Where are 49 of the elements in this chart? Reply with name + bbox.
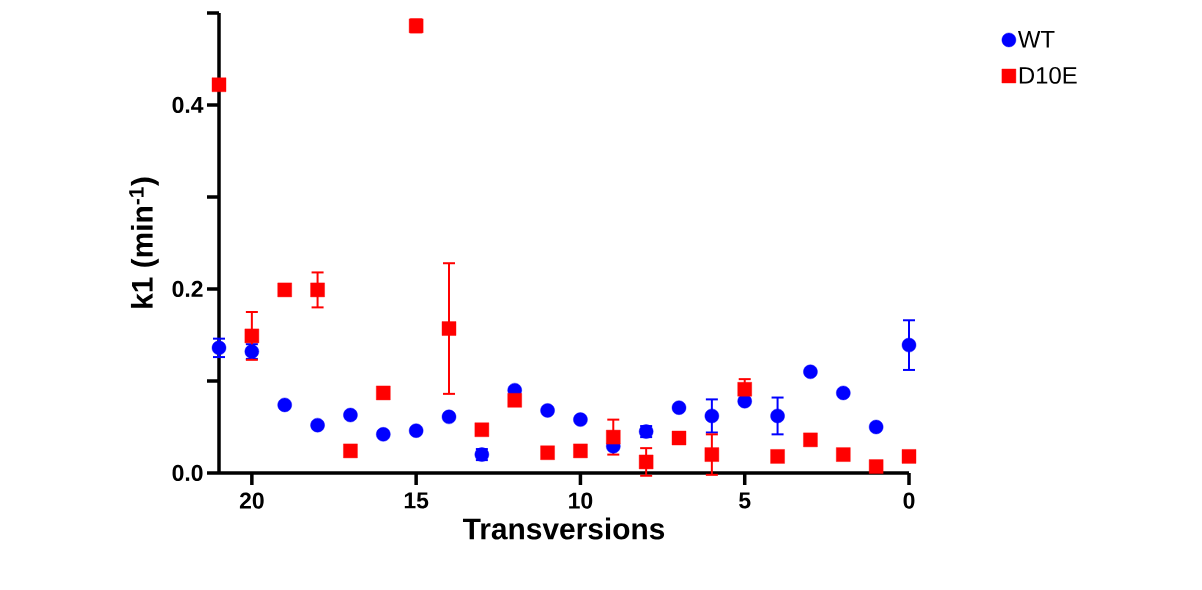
x-tick-label: 15 <box>404 492 429 509</box>
point <box>441 321 457 336</box>
point <box>901 337 917 353</box>
point <box>704 447 720 462</box>
point <box>606 429 621 445</box>
point <box>671 400 687 415</box>
point <box>638 454 654 470</box>
point <box>507 393 522 408</box>
point <box>704 408 720 424</box>
point <box>540 403 555 418</box>
point <box>770 408 785 424</box>
point <box>277 397 292 413</box>
point <box>803 432 818 448</box>
point <box>211 340 227 356</box>
legend-label: WT <box>1018 30 1055 48</box>
point <box>376 427 391 442</box>
point <box>770 449 785 464</box>
x-tick-label: 20 <box>239 492 264 509</box>
y-axis-title: k1 (min$^{-1}$) <box>129 177 159 308</box>
x-tick-label: 5 <box>739 492 751 509</box>
point <box>868 459 884 474</box>
point <box>211 77 227 92</box>
y-tick-label: 0.4 <box>172 96 204 114</box>
point <box>310 282 325 298</box>
point <box>901 449 917 464</box>
point <box>573 412 588 427</box>
point <box>343 407 358 423</box>
point <box>803 364 818 379</box>
point <box>540 445 555 460</box>
point <box>376 385 391 401</box>
point <box>441 409 457 425</box>
point <box>836 447 851 462</box>
point <box>343 443 358 459</box>
point <box>573 443 588 459</box>
point <box>868 419 884 435</box>
point <box>474 422 490 437</box>
point <box>671 430 687 446</box>
y-tick-label: 0.2 <box>172 280 203 298</box>
point <box>310 417 325 433</box>
point <box>836 385 851 401</box>
x-tick-label: 10 <box>569 492 593 509</box>
point <box>244 328 260 344</box>
point <box>408 423 424 438</box>
point <box>737 382 752 397</box>
point <box>277 282 292 298</box>
legend-label: D10E <box>1019 66 1077 84</box>
x-tick-label: 0 <box>903 492 915 509</box>
x-axis-title: Transversions <box>462 517 665 540</box>
y-tick-label: 0.0 <box>172 464 203 482</box>
